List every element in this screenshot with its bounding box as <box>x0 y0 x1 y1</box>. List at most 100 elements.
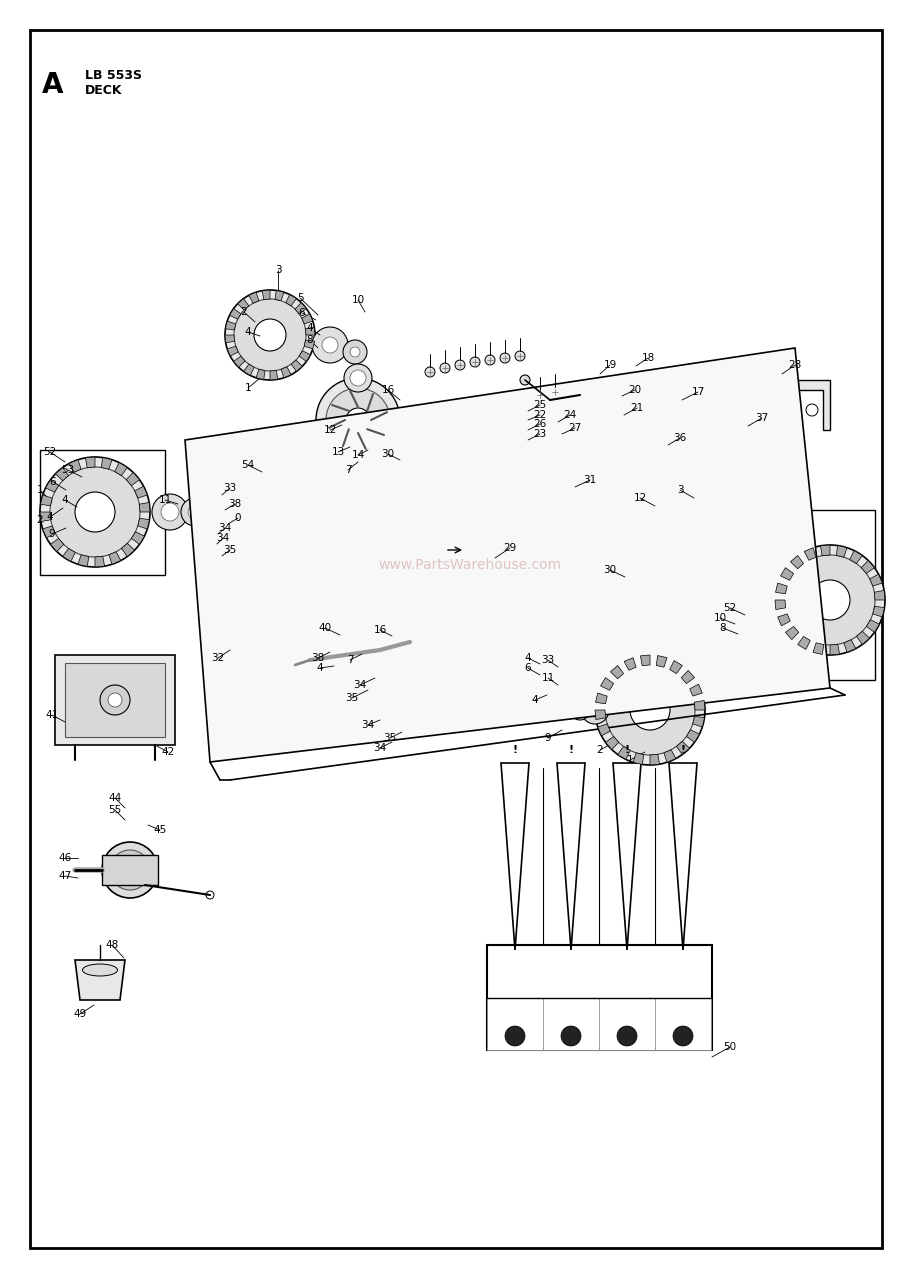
Circle shape <box>110 850 150 890</box>
Polygon shape <box>669 763 697 950</box>
Circle shape <box>110 865 120 876</box>
Circle shape <box>234 300 306 371</box>
Polygon shape <box>101 457 112 470</box>
Polygon shape <box>804 548 816 561</box>
Polygon shape <box>50 539 64 552</box>
Text: 34: 34 <box>353 680 367 690</box>
Text: 6: 6 <box>525 663 531 673</box>
Circle shape <box>591 406 599 413</box>
Text: !: ! <box>680 745 686 755</box>
Bar <box>487 998 543 1050</box>
Circle shape <box>188 506 202 518</box>
Circle shape <box>520 375 530 385</box>
Text: 8: 8 <box>719 623 727 634</box>
Text: 4: 4 <box>307 323 313 333</box>
Polygon shape <box>850 550 862 563</box>
Polygon shape <box>693 717 705 727</box>
Text: 52: 52 <box>723 603 737 613</box>
Polygon shape <box>694 700 705 710</box>
Text: 48: 48 <box>105 940 119 950</box>
Circle shape <box>352 622 388 658</box>
Polygon shape <box>821 545 830 556</box>
Polygon shape <box>598 724 610 736</box>
Polygon shape <box>234 356 245 367</box>
Text: 4: 4 <box>245 326 251 337</box>
Text: 28: 28 <box>788 360 802 370</box>
Circle shape <box>565 707 571 713</box>
Circle shape <box>350 347 360 357</box>
Text: 34: 34 <box>218 524 232 532</box>
Polygon shape <box>775 600 786 609</box>
Text: 34: 34 <box>362 719 374 730</box>
Polygon shape <box>237 298 249 310</box>
Text: 4: 4 <box>62 495 68 506</box>
Text: 10: 10 <box>352 294 364 305</box>
Text: 34: 34 <box>373 742 386 753</box>
Circle shape <box>225 291 315 380</box>
Circle shape <box>716 588 740 612</box>
Circle shape <box>470 357 480 367</box>
Circle shape <box>346 408 370 433</box>
Text: 3: 3 <box>677 485 683 495</box>
Text: 35: 35 <box>345 692 359 703</box>
Circle shape <box>425 367 435 378</box>
Text: 33: 33 <box>541 655 554 666</box>
Text: 54: 54 <box>241 460 255 470</box>
Circle shape <box>710 596 718 604</box>
FancyBboxPatch shape <box>55 655 175 745</box>
Circle shape <box>200 502 220 522</box>
Circle shape <box>50 467 140 557</box>
Polygon shape <box>605 736 619 750</box>
Circle shape <box>570 700 590 719</box>
Circle shape <box>455 360 465 370</box>
Text: 17: 17 <box>691 387 705 397</box>
Ellipse shape <box>430 521 530 589</box>
Text: 4: 4 <box>47 512 53 522</box>
Polygon shape <box>781 567 793 580</box>
Polygon shape <box>69 460 81 472</box>
Bar <box>700 509 875 680</box>
Text: 50: 50 <box>723 1042 737 1052</box>
Ellipse shape <box>335 457 625 653</box>
Polygon shape <box>601 677 614 690</box>
Polygon shape <box>40 512 51 521</box>
Text: 26: 26 <box>533 419 547 429</box>
Text: 2: 2 <box>241 307 247 317</box>
Circle shape <box>722 594 734 605</box>
Circle shape <box>695 595 705 605</box>
Polygon shape <box>689 685 702 696</box>
Text: 23: 23 <box>533 429 547 439</box>
Circle shape <box>646 442 654 449</box>
Text: 0: 0 <box>235 513 241 524</box>
Polygon shape <box>795 380 830 430</box>
Circle shape <box>561 703 575 717</box>
Ellipse shape <box>383 489 578 622</box>
Circle shape <box>440 364 450 372</box>
Circle shape <box>706 591 722 608</box>
Polygon shape <box>618 746 630 759</box>
Polygon shape <box>791 556 803 568</box>
Text: 2: 2 <box>597 745 603 755</box>
Ellipse shape <box>453 536 508 573</box>
Circle shape <box>205 507 215 517</box>
Polygon shape <box>813 643 824 654</box>
Bar <box>40 451 165 575</box>
Circle shape <box>463 663 473 673</box>
Text: 44: 44 <box>109 794 121 803</box>
Text: DECK: DECK <box>85 83 122 96</box>
Polygon shape <box>873 607 885 617</box>
Circle shape <box>235 507 245 517</box>
Polygon shape <box>624 658 636 671</box>
Text: 1: 1 <box>245 383 251 393</box>
Polygon shape <box>670 660 682 673</box>
Text: 9: 9 <box>545 733 551 742</box>
Polygon shape <box>43 526 56 538</box>
Polygon shape <box>595 710 605 719</box>
Text: 55: 55 <box>109 805 121 815</box>
Circle shape <box>588 703 602 717</box>
Circle shape <box>360 630 380 650</box>
Circle shape <box>326 388 390 452</box>
Circle shape <box>102 842 158 899</box>
Polygon shape <box>115 462 127 476</box>
Text: 30: 30 <box>603 564 616 575</box>
